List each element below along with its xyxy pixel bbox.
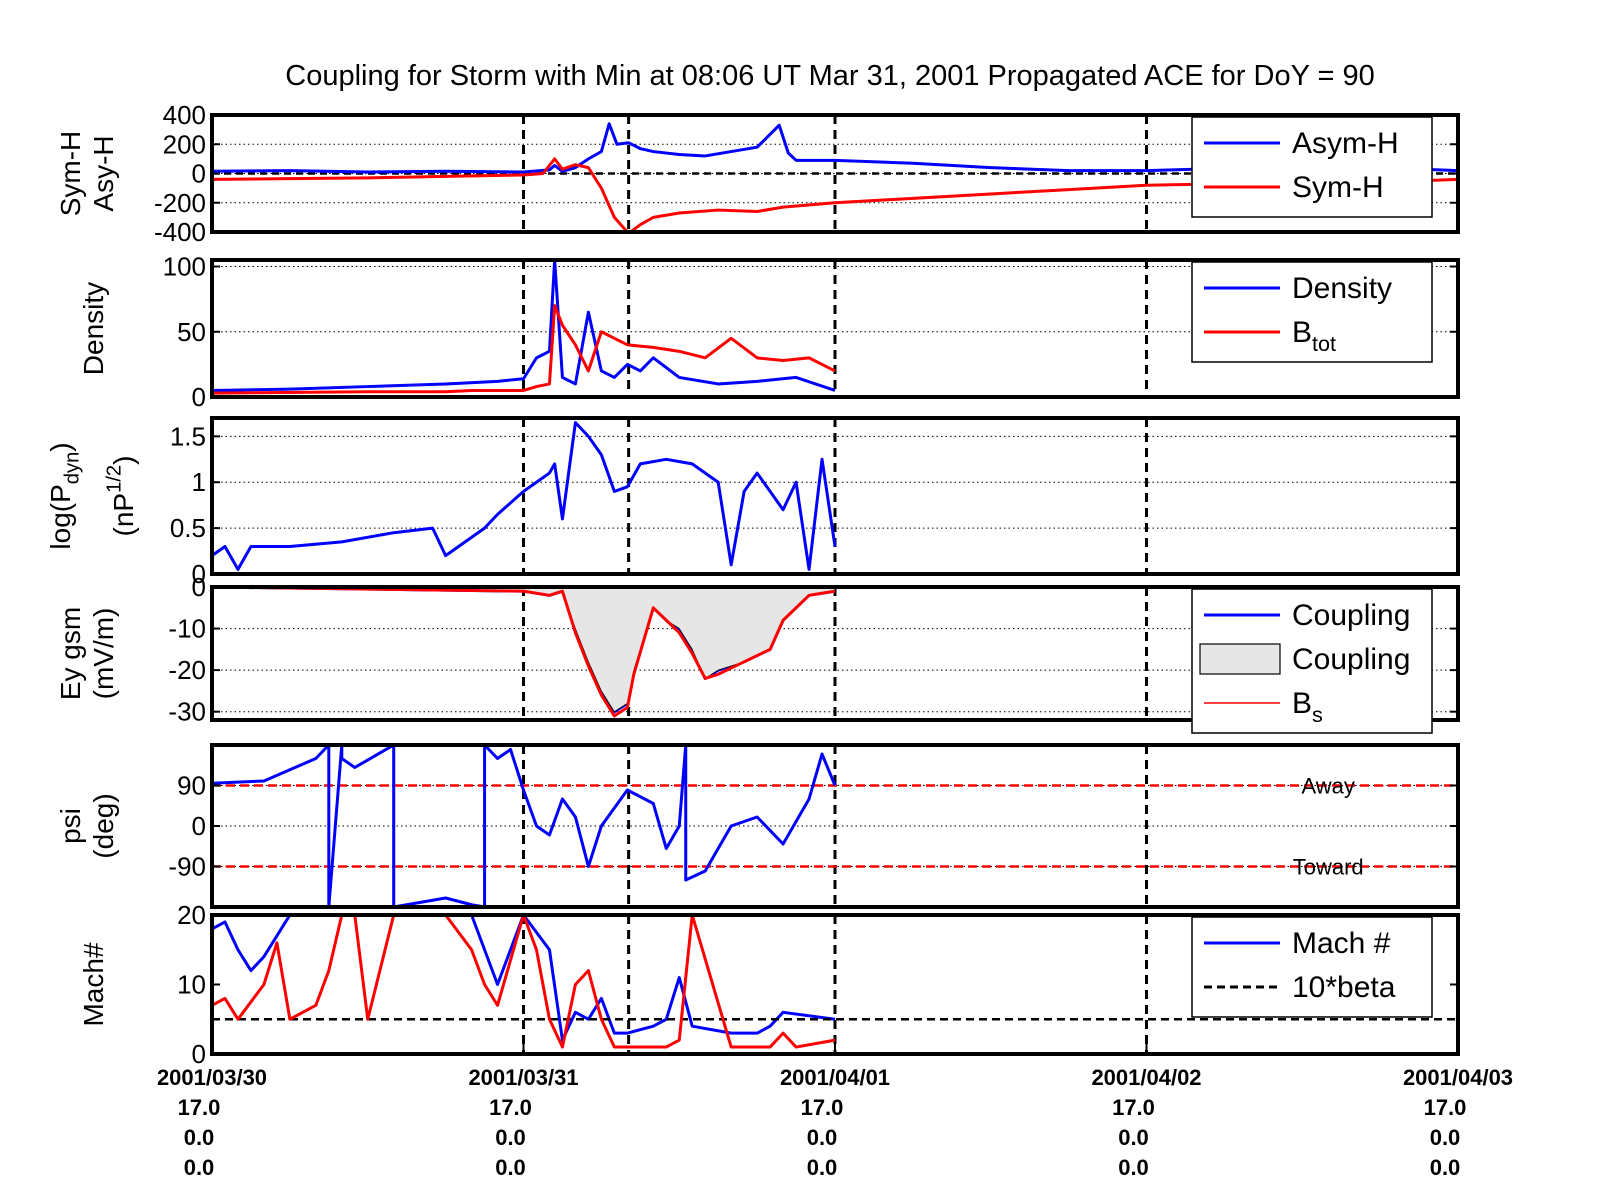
legend-label: Mach #	[1292, 927, 1391, 960]
y-tick-label: -30	[168, 697, 206, 727]
x-tick-label-date: 2001/04/03	[1403, 1065, 1513, 1090]
y-tick-label: 200	[163, 129, 206, 159]
x-tick-label-line2: 17.0	[178, 1095, 221, 1120]
legend: Coupling Coupling Bs	[1191, 588, 1433, 734]
axes-frame	[210, 585, 1460, 722]
y-tick-label: 50	[177, 317, 206, 347]
panel-6: 20 10 0 Mach# Mach # 10*beta	[78, 900, 1460, 1069]
y-tick-label: -10	[168, 614, 206, 644]
legend-box	[1191, 116, 1433, 218]
x-tick-label-date: 2001/03/30	[157, 1065, 267, 1090]
y-tick-label: -20	[168, 655, 206, 685]
annotation: Toward	[1293, 855, 1364, 880]
panel-4: 0 -10 -20 -30 Ey gsm (mV/m) Coupling Coupling Bs	[55, 572, 1460, 734]
legend-label: Asym-H	[1292, 127, 1399, 160]
y-tick-label: 0	[192, 159, 206, 189]
x-tick-label-date: 2001/04/01	[780, 1065, 890, 1090]
y-tick-label: 90	[177, 771, 206, 801]
x-tick-label-line2: 17.0	[489, 1095, 532, 1120]
axes-frame	[210, 416, 1460, 576]
y-axis-label-line1: psi	[55, 808, 86, 844]
x-tick-label-line3: 0.0	[1430, 1125, 1461, 1150]
legend-label: Coupling	[1292, 599, 1410, 632]
y-axis-label-line1: log(Pdyn)	[45, 442, 83, 549]
x-tick-label-line2: 17.0	[1424, 1095, 1467, 1120]
y-tick-label: 0	[192, 559, 206, 589]
x-tick-label-line4: 0.0	[1430, 1155, 1461, 1180]
legend: Mach # 10*beta	[1191, 916, 1433, 1018]
y-tick-label: 0	[192, 572, 206, 602]
figure-title: Coupling for Storm with Min at 08:06 UT …	[285, 60, 1374, 92]
y-axis-label-line1: Density	[78, 282, 109, 375]
y-axis-label-line2: (nP1/2)	[103, 456, 139, 537]
legend: Asym-H Sym-H	[1191, 116, 1433, 218]
y-tick-label: 1	[192, 467, 206, 497]
annotation: Away	[1302, 774, 1355, 799]
x-tick-label-line4: 0.0	[184, 1155, 215, 1180]
y-tick-label: 20	[177, 900, 206, 930]
y-tick-label: 10	[177, 970, 206, 1000]
series-line	[212, 260, 836, 392]
y-tick-label: 0	[192, 382, 206, 412]
x-tick-label-date: 2001/03/31	[468, 1065, 578, 1090]
y-tick-label: -200	[154, 188, 206, 218]
legend-label: 10*beta	[1292, 971, 1396, 1004]
panel-2: 100 50 0 Density Density Btot	[78, 252, 1460, 412]
y-tick-label: -400	[154, 217, 206, 247]
y-axis-label: log(Pdyn) (nP1/2)	[45, 442, 139, 549]
legend: Density Btot	[1191, 261, 1433, 363]
x-tick-label-line4: 0.0	[495, 1155, 526, 1180]
legend-swatch	[1199, 643, 1281, 675]
panel-3: 1.5 1 0.5 0 log(Pdyn) (nP1/2)	[45, 416, 1460, 589]
y-axis-label: Sym-H Asy-H	[55, 131, 119, 217]
x-axis: 2001/03/30 17.0 0.0 0.0 2001/03/31 17.0 0.0 0.0…	[157, 1044, 1513, 1180]
legend-box	[1191, 261, 1433, 363]
y-axis-label: Density	[78, 282, 109, 375]
axes-frame	[210, 258, 1460, 399]
y-tick-label: 1.5	[170, 421, 206, 451]
y-axis-label: psi (deg)	[55, 793, 119, 858]
legend-label: Bs	[1292, 687, 1323, 727]
x-tick-label-line2: 17.0	[801, 1095, 844, 1120]
y-axis-label-line1: Sym-H	[55, 131, 86, 217]
legend-label: Density	[1292, 272, 1392, 305]
x-tick-label-line4: 0.0	[1118, 1155, 1149, 1180]
y-tick-label: -90	[168, 852, 206, 882]
x-tick-label-line3: 0.0	[1118, 1125, 1149, 1150]
series-line	[212, 157, 1458, 232]
y-axis-label-line1: Mach#	[78, 942, 109, 1026]
y-axis-label: Ey gsm (mV/m)	[55, 607, 119, 700]
x-tick-label-line2: 17.0	[1112, 1095, 1155, 1120]
series-line	[212, 745, 837, 907]
y-axis-label: Mach#	[78, 942, 109, 1026]
x-tick-label-line3: 0.0	[184, 1125, 215, 1150]
y-tick-label: 0	[192, 1039, 206, 1069]
series-line	[212, 421, 837, 571]
y-tick-label: 400	[163, 100, 206, 130]
x-tick-label-date: 2001/04/02	[1091, 1065, 1201, 1090]
series-line	[212, 304, 836, 395]
y-axis-label-line1: Ey gsm	[55, 607, 86, 700]
series-line	[212, 587, 836, 718]
y-axis-label-line2: (mV/m)	[88, 608, 119, 700]
series-line	[212, 122, 1458, 174]
y-tick-label: 100	[163, 252, 206, 282]
y-axis-label-line2: (deg)	[88, 793, 119, 858]
panel-5: Away Toward 90 0 -90 psi (deg)	[55, 743, 1460, 909]
x-tick-label-line4: 0.0	[807, 1155, 838, 1180]
y-tick-label: 0.5	[170, 513, 206, 543]
legend-label: Btot	[1292, 316, 1336, 356]
legend-label: Coupling	[1292, 643, 1410, 676]
y-tick-label: 0	[192, 811, 206, 841]
x-tick-label-line3: 0.0	[807, 1125, 838, 1150]
legend-label: Sym-H	[1292, 171, 1384, 204]
legend-box	[1191, 916, 1433, 1018]
x-tick-label-line3: 0.0	[495, 1125, 526, 1150]
series-line	[212, 915, 836, 1049]
y-axis-label-line2: Asy-H	[88, 135, 119, 211]
